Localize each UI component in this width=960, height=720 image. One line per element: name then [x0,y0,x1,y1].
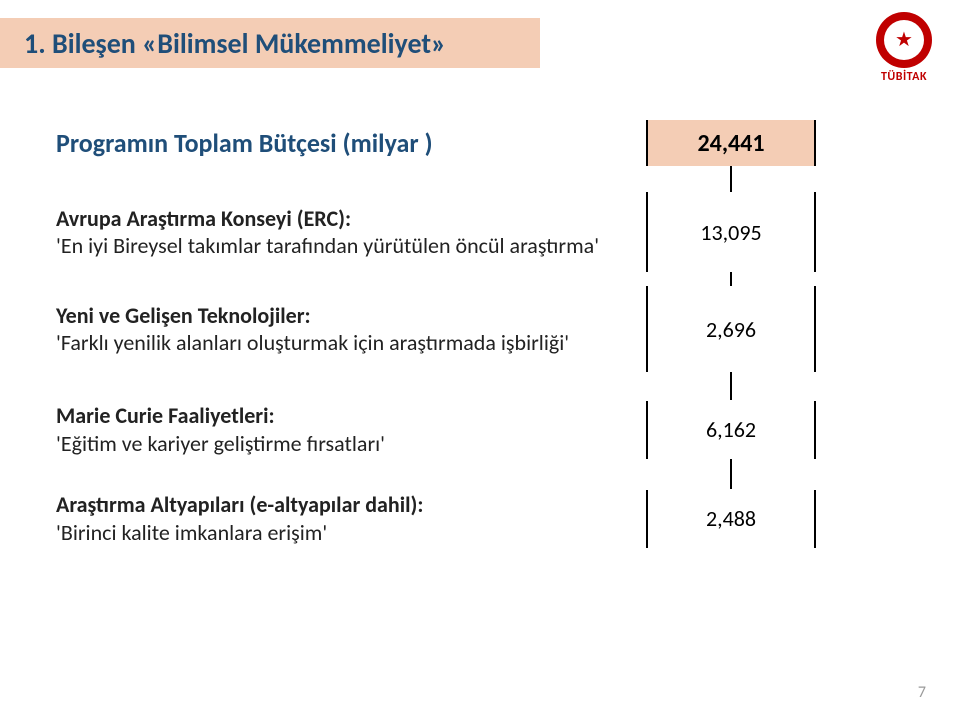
page-number: 7 [918,683,926,702]
tubitak-logo: ★ TÜBİTAK [876,12,932,84]
item-value: 13,095 [700,219,761,246]
item-value: 6,162 [706,416,756,443]
logo-inner-icon: ★ [884,20,924,60]
item-heading: Marie Curie Faaliyetleri: [56,402,275,429]
slide: 1. Bileşen «Bilimsel Mükemmeliyet» ★ TÜB… [0,0,960,720]
title-bar: 1. Bileşen «Bilimsel Mükemmeliyet» [0,18,540,68]
total-value-cell: 24,441 [646,120,816,166]
item-value-cell: 2,488 [646,490,816,548]
item-desc: 'Farklı yenilik alanları oluşturmak için… [56,329,569,356]
item-desc: 'Eğitim ve kariyer geliştirme fırsatları… [56,430,385,457]
logo-star-icon: ★ [895,30,913,50]
table-row: Avrupa Araştırma Konseyi (ERC): 'En iyi … [56,192,816,272]
table-row: Yeni ve Gelişen Teknolojiler: 'Farklı ye… [56,286,816,372]
logo-circle-icon: ★ [876,12,932,68]
logo-label: TÜBİTAK [876,70,932,84]
total-label: Programın Toplam Bütçesi (milyar ) [56,120,646,166]
content-area: Programın Toplam Bütçesi (milyar ) 24,44… [56,120,816,548]
item-value-cell: 2,696 [646,286,816,372]
connector-line-icon [730,372,732,400]
total-row: Programın Toplam Bütçesi (milyar ) 24,44… [56,120,816,166]
budget-table: Programın Toplam Bütçesi (milyar ) 24,44… [56,120,816,548]
connector-line-icon [730,459,732,489]
item-desc: 'En iyi Bireysel takımlar tarafından yür… [56,232,599,259]
item-heading: Araştırma Altyapıları (e-altyapılar dahi… [56,491,423,518]
item-desc: 'Birinci kalite imkanlara erişim' [56,519,327,546]
connector-line-icon [730,166,732,192]
total-value: 24,441 [697,129,764,158]
table-row: Marie Curie Faaliyetleri: 'Eğitim ve kar… [56,400,816,459]
slide-title: 1. Bileşen «Bilimsel Mükemmeliyet» [24,26,446,61]
item-value: 2,696 [706,316,756,343]
item-heading: Yeni ve Gelişen Teknolojiler: [56,302,311,329]
connector-line-icon [730,272,732,286]
item-value-cell: 6,162 [646,401,816,459]
item-heading: Avrupa Araştırma Konseyi (ERC): [56,205,351,232]
table-row: Araştırma Altyapıları (e-altyapılar dahi… [56,489,816,548]
item-value: 2,488 [706,505,756,532]
item-value-cell: 13,095 [646,192,816,272]
